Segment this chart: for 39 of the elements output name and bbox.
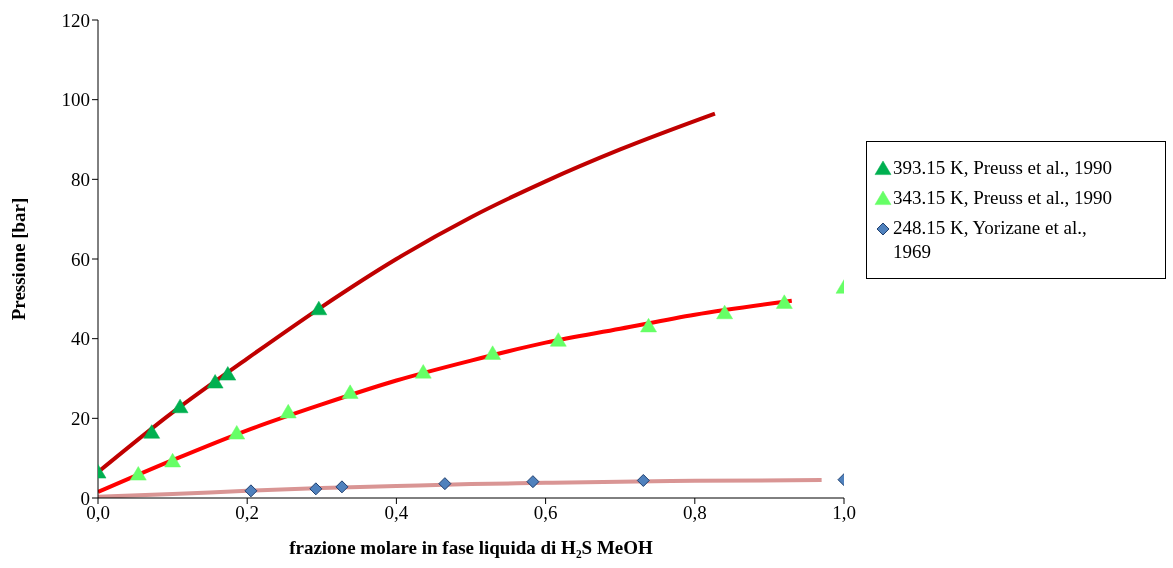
x-tick-label: 0,2 — [235, 502, 260, 524]
y-tick-label: 120 — [61, 9, 90, 31]
x-axis-title: frazione molare in fase liquida di H₂S MeOH — [289, 537, 654, 558]
point — [164, 453, 181, 468]
y-tick-label: 80 — [71, 169, 90, 191]
y-tick-label: 20 — [71, 408, 90, 430]
point — [438, 477, 452, 491]
y-tick-label: 100 — [61, 89, 90, 111]
point — [206, 374, 224, 389]
x-tick-label: 0,8 — [682, 502, 707, 524]
legend-label: 248.15 K, Yorizane et al., 1969 — [893, 216, 1088, 264]
point — [130, 466, 147, 481]
point — [341, 384, 359, 399]
point — [171, 398, 189, 414]
point — [484, 345, 501, 360]
y-tick-label: 60 — [71, 248, 90, 270]
point — [228, 425, 246, 440]
point — [716, 304, 733, 320]
legend-label: 343.15 K, Preuss et al., 1990 — [893, 186, 1113, 210]
point — [526, 475, 540, 489]
point — [244, 484, 258, 498]
point — [309, 482, 323, 496]
point — [335, 480, 349, 494]
y-tick-label: 40 — [71, 328, 90, 350]
point — [636, 473, 650, 487]
line-series — [98, 478, 824, 498]
point — [219, 366, 237, 381]
point — [143, 424, 160, 439]
x-tick-label: 0,4 — [384, 502, 409, 524]
point — [279, 404, 297, 419]
point — [550, 332, 567, 347]
point — [776, 294, 793, 309]
point — [415, 364, 432, 379]
x-tick-label: 0,6 — [533, 502, 558, 524]
legend-label: 393.15 K, Preuss et al., 1990 — [893, 156, 1113, 180]
y-axis-title: Pressione [bar] — [7, 197, 29, 321]
point — [310, 300, 328, 316]
point — [640, 318, 657, 333]
x-tick-label: 1,0 — [832, 502, 856, 524]
